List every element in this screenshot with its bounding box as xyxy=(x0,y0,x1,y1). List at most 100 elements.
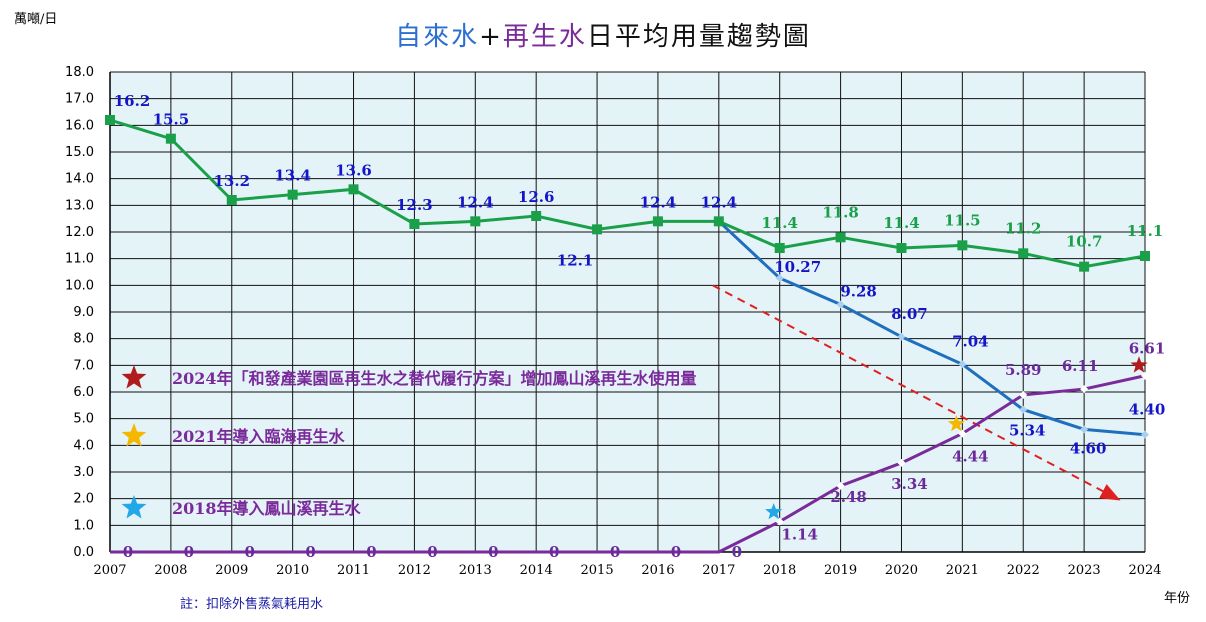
y-tick-label: 6.0 xyxy=(73,385,94,400)
series-tap-water-marker xyxy=(652,216,663,227)
y-tick-label: 4.0 xyxy=(73,438,94,453)
series-recycled-water-data-label: 4.44 xyxy=(952,448,989,466)
x-tick-label: 2011 xyxy=(337,563,370,578)
series-tap-water-net-data-label: 7.04 xyxy=(952,332,989,350)
title-part-rest: 日平均用量趨勢圖 xyxy=(586,22,811,52)
y-tick-label: 17.0 xyxy=(65,92,94,107)
annotation-star xyxy=(121,423,147,447)
y-tick-label: 15.0 xyxy=(65,145,94,160)
x-tick-label: 2014 xyxy=(520,563,553,578)
x-tick-label: 2020 xyxy=(885,563,918,578)
series-tap-water-marker xyxy=(592,224,603,235)
series-recycled-water-data-label: 6.11 xyxy=(1062,357,1099,375)
y-tick-label: 18.0 xyxy=(65,65,94,80)
y-tick-label: 11.0 xyxy=(65,252,94,267)
series-tap-water-net-marker xyxy=(1141,430,1149,439)
series-tap-water-marker xyxy=(1018,248,1029,259)
trend-arrow xyxy=(712,284,1121,501)
series-tap-water-marker xyxy=(409,219,420,229)
series-tap-water-marker xyxy=(105,115,115,125)
series-recycled-water-marker xyxy=(1080,385,1089,394)
series-tap-water-net-marker xyxy=(958,360,967,369)
series-recycled-water-data-label: 5.89 xyxy=(1005,361,1042,379)
milestone-star xyxy=(765,503,783,520)
y-tick-label: 1.0 xyxy=(73,518,94,533)
series-recycled-water-data-label: 0 xyxy=(488,543,498,561)
series-tap-water-marker xyxy=(957,240,968,251)
series-tap-water-data-label: 10.7 xyxy=(1066,233,1103,251)
x-tick-label: 2023 xyxy=(1068,563,1101,578)
footnote: 註：扣除外售蒸氣耗用水 xyxy=(180,597,324,612)
series-recycled-water-data-label: 0 xyxy=(549,543,559,561)
annotation-text: 2024年「和發產業園區再生水之替代履行方案」增加鳳山溪再生水使用量 xyxy=(172,369,697,388)
series-tap-water-data-label: 12.3 xyxy=(396,196,433,214)
milestone-star xyxy=(1130,356,1148,373)
series-tap-water-net-marker xyxy=(1080,425,1089,434)
series-recycled-water-line xyxy=(110,374,1146,554)
series-recycled-water-data-label: 0 xyxy=(123,543,133,561)
y-tick-label: 14.0 xyxy=(65,172,94,187)
series-tap-water-data-label: 12.1 xyxy=(557,251,594,269)
title-part-tap-water: 自來水 xyxy=(395,22,480,52)
series-tap-water-marker xyxy=(713,216,724,227)
series-tap-water-line xyxy=(109,118,1146,269)
series-recycled-water-data-label: 0 xyxy=(366,543,376,561)
y-tick-label: 12.0 xyxy=(65,225,94,240)
series-tap-water-marker xyxy=(287,189,298,200)
x-tick-label: 2015 xyxy=(581,563,614,578)
series-recycled-water-data-label: 0 xyxy=(245,543,255,561)
series-recycled-water-marker xyxy=(1019,390,1028,399)
series-tap-water-marker xyxy=(896,243,907,253)
series-tap-water-marker xyxy=(165,133,176,144)
x-tick-label: 2022 xyxy=(1007,563,1040,578)
x-tick-label: 2024 xyxy=(1128,563,1161,578)
series-tap-water-net-data-label: 8.07 xyxy=(891,305,928,323)
series-recycled-water-data-label: 2.48 xyxy=(830,488,867,506)
series-tap-water-marker xyxy=(470,216,481,227)
y-axis-unit-label: 萬噸/日 xyxy=(14,12,58,27)
series-recycled-water-marker xyxy=(897,458,906,467)
x-axis-unit-label: 年份 xyxy=(1163,591,1190,606)
series-tap-water-data-label: 11.2 xyxy=(1005,219,1042,237)
series-recycled-water-marker xyxy=(836,481,845,490)
annotation-text: 2021年導入臨海再生水 xyxy=(172,427,346,446)
series-recycled-water-marker xyxy=(958,429,967,438)
series-tap-water-marker xyxy=(774,243,785,253)
series-tap-water-data-label: 12.4 xyxy=(701,193,738,211)
milestone-star xyxy=(947,415,965,432)
series-recycled-water-marker xyxy=(775,517,784,526)
x-tick-label: 2017 xyxy=(702,563,735,578)
series-recycled-water-data-label: 0 xyxy=(305,543,315,561)
series-tap-water-data-label: 12.4 xyxy=(640,193,677,211)
series-recycled-water-data-label: 0 xyxy=(671,543,681,561)
x-tick-label: 2013 xyxy=(459,563,492,578)
series-tap-water-net-marker xyxy=(897,332,906,341)
series-tap-water-net-data-label: 9.28 xyxy=(840,283,877,301)
y-tick-label: 2.0 xyxy=(73,492,94,507)
x-tick-label: 2018 xyxy=(763,563,796,578)
series-tap-water-data-label: 11.8 xyxy=(822,203,859,221)
series-tap-water-data-label: 16.2 xyxy=(114,92,151,110)
series-tap-water-net-data-label: 5.34 xyxy=(1009,422,1046,440)
series-tap-water-net-marker xyxy=(775,274,784,283)
x-tick-label: 2008 xyxy=(154,563,187,578)
series-tap-water-marker xyxy=(1140,251,1150,261)
y-tick-label: 10.0 xyxy=(65,278,94,293)
y-tick-label: 7.0 xyxy=(73,358,94,373)
series-recycled-water-data-label: 0 xyxy=(610,543,620,561)
x-tick-label: 2012 xyxy=(398,563,431,578)
x-tick-label: 2016 xyxy=(641,563,674,578)
series-tap-water-marker xyxy=(531,211,542,221)
series-tap-water-data-label: 11.4 xyxy=(883,214,920,232)
y-tick-label: 5.0 xyxy=(73,412,94,427)
series-tap-water-data-label: 11.4 xyxy=(761,214,798,232)
series-tap-water-data-label: 12.6 xyxy=(518,188,555,206)
x-tick-label: 2021 xyxy=(946,563,979,578)
series-recycled-water-data-label: 0 xyxy=(184,543,194,561)
series-recycled-water-data-label: 6.61 xyxy=(1129,340,1166,358)
title-part-recycled-water: 再生水 xyxy=(502,22,587,52)
series-recycled-water-data-label: 0 xyxy=(732,543,742,561)
series-tap-water-net-line xyxy=(717,220,1146,437)
series-tap-water-marker xyxy=(348,184,359,195)
